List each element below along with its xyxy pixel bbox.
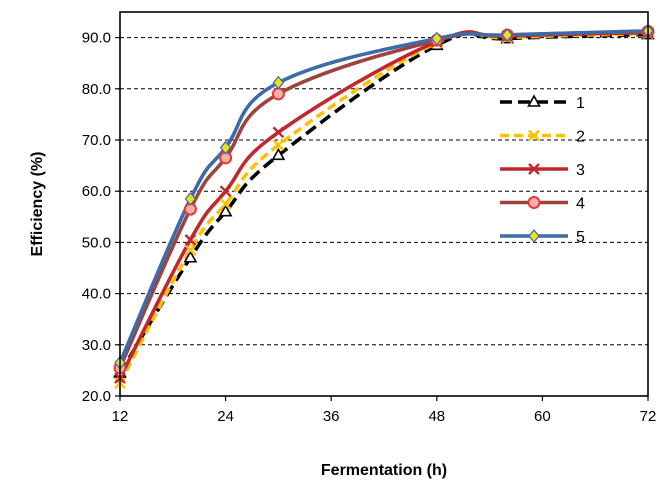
y-tick-label: 80.0 [82, 81, 111, 98]
series-4-point [271, 87, 285, 101]
series-1-point [218, 204, 233, 217]
plot-frame [119, 11, 649, 397]
x-tick-label: 24 [217, 408, 234, 425]
series-5-point [219, 140, 232, 155]
legend-marker [528, 129, 540, 142]
legend-entry-2: 2 [500, 129, 585, 146]
legend-marker [528, 163, 540, 175]
x-tick-label: 60 [534, 408, 551, 425]
x-tick-label: 12 [112, 408, 129, 425]
y-tick-label: 70.0 [82, 132, 111, 149]
series-3-point [272, 126, 285, 139]
gridlines [120, 37, 648, 346]
series-2-point [219, 198, 232, 210]
series-3-point [184, 233, 197, 246]
legend-marker [527, 94, 541, 107]
y-axis-title: Efficiency (%) [29, 152, 46, 257]
axis-ticks: 20.030.040.050.060.070.080.090.012 24 36 48… [82, 30, 657, 425]
y-tick-label: 30.0 [82, 337, 111, 354]
legend-entry-1: 1 [500, 94, 585, 112]
series-5-point [272, 75, 285, 90]
x-axis-title: Fermentation (h) [321, 462, 447, 479]
legend-label: 4 [576, 196, 585, 213]
legend-entry-4: 4 [500, 196, 585, 213]
y-tick-label: 20.0 [82, 388, 111, 405]
series-5-point [184, 191, 197, 206]
legend-label: 3 [576, 162, 585, 179]
x-tick-label: 72 [640, 408, 657, 425]
series-2-point [184, 244, 197, 256]
series-5-point [431, 31, 443, 46]
series-2-point [272, 139, 285, 151]
legend-marker [527, 196, 541, 209]
series-1-point [183, 250, 198, 263]
legend-entry-5: 5 [500, 229, 585, 246]
legend-entry-3: 3 [500, 162, 585, 179]
legend: 1 2 3 4 5 [500, 94, 585, 246]
series-3-point [219, 185, 232, 198]
y-tick-label: 40.0 [82, 286, 111, 303]
series-1-point [271, 147, 286, 161]
series-5-point [501, 28, 513, 42]
legend-marker [528, 229, 540, 243]
x-tick-label: 48 [428, 408, 445, 425]
legend-label: 2 [576, 129, 585, 146]
y-tick-label: 90.0 [82, 30, 111, 47]
x-tick-label: 36 [323, 408, 340, 425]
series-layer [113, 24, 655, 390]
legend-label: 5 [576, 229, 585, 246]
y-tick-label: 50.0 [82, 234, 111, 251]
legend-label: 1 [576, 95, 585, 112]
y-tick-label: 60.0 [82, 183, 111, 200]
